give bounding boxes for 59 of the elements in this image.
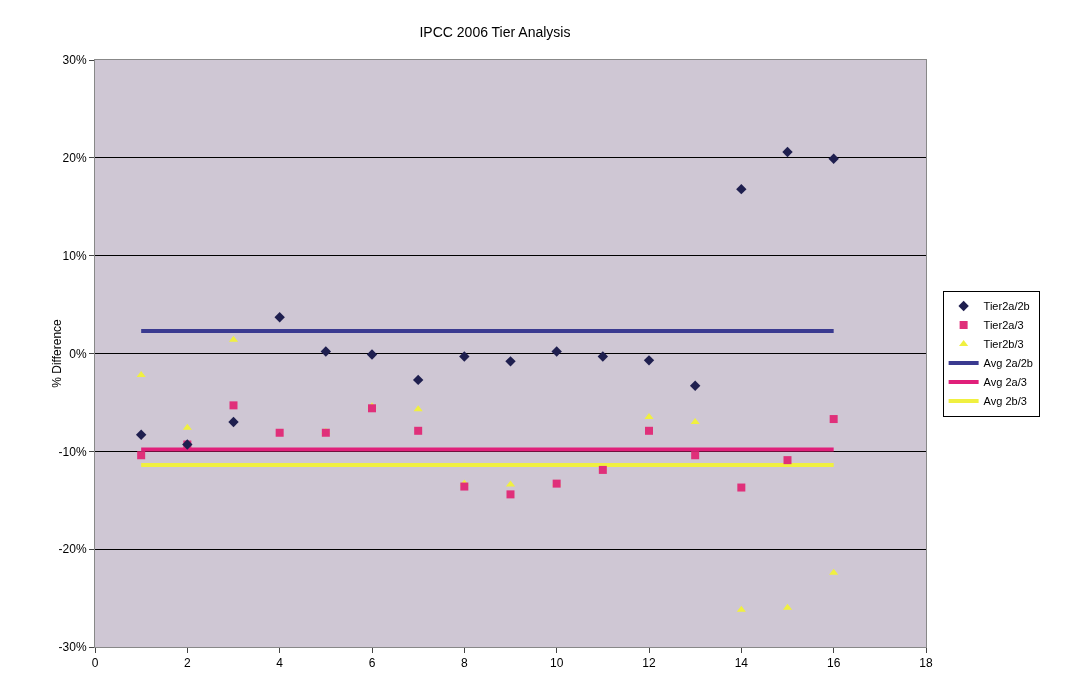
x-tick-label: 6 [368, 656, 376, 671]
point [689, 380, 701, 391]
y-tick-label: -20% [58, 542, 87, 557]
x-tick-label: 14 [734, 656, 749, 671]
point [645, 426, 653, 435]
legend-label: Tier2b/3 [983, 338, 1024, 351]
point [506, 490, 515, 499]
y-tick-label: 30% [62, 53, 87, 68]
point [274, 312, 285, 323]
legend-label: Tier2a/2b [983, 300, 1030, 313]
y-axis-title: % Difference [50, 318, 64, 388]
legend-label: Avg 2b/3 [983, 395, 1027, 408]
legend-label: Avg 2a/3 [983, 376, 1027, 389]
legend-label: Tier2a/3 [983, 319, 1024, 332]
x-tick-label: 10 [549, 656, 564, 671]
point [368, 404, 376, 413]
point [137, 451, 146, 460]
chart-title: IPCC 2006 Tier Analysis [419, 23, 571, 40]
point [551, 346, 562, 357]
point [366, 349, 378, 360]
y-tick-label: 0% [69, 346, 87, 361]
x-tick-label: 12 [642, 656, 656, 671]
point [737, 483, 746, 492]
point [229, 401, 238, 410]
point [644, 413, 654, 420]
x-tick-label: 8 [460, 656, 468, 671]
point [736, 183, 747, 195]
y-tick-label: -10% [58, 444, 87, 459]
point [690, 417, 700, 424]
point [829, 415, 838, 424]
point [736, 605, 746, 612]
point [829, 568, 839, 575]
x-tick-label: 2 [183, 656, 191, 671]
point [643, 355, 655, 366]
point [828, 153, 839, 165]
point [414, 426, 423, 435]
x-tick-label: 18 [919, 656, 933, 671]
point [782, 146, 793, 158]
legend-label: Avg 2a/2b [983, 357, 1033, 370]
point [320, 346, 332, 357]
y-tick-label: -30% [58, 640, 87, 655]
point [691, 451, 700, 460]
point [182, 423, 192, 430]
point [412, 374, 424, 386]
point [460, 482, 469, 491]
point [598, 465, 607, 474]
point [135, 429, 147, 440]
y-tick-label: 20% [62, 151, 87, 166]
point [459, 351, 470, 362]
point [136, 371, 146, 378]
x-tick-label: 16 [826, 656, 841, 671]
x-tick-label: 0 [91, 656, 99, 671]
point [228, 416, 239, 428]
point [505, 356, 516, 367]
point [783, 456, 792, 465]
point [597, 351, 609, 362]
x-tick-label: 4 [276, 656, 284, 671]
point [275, 428, 284, 437]
y-tick-label: 10% [62, 248, 87, 263]
